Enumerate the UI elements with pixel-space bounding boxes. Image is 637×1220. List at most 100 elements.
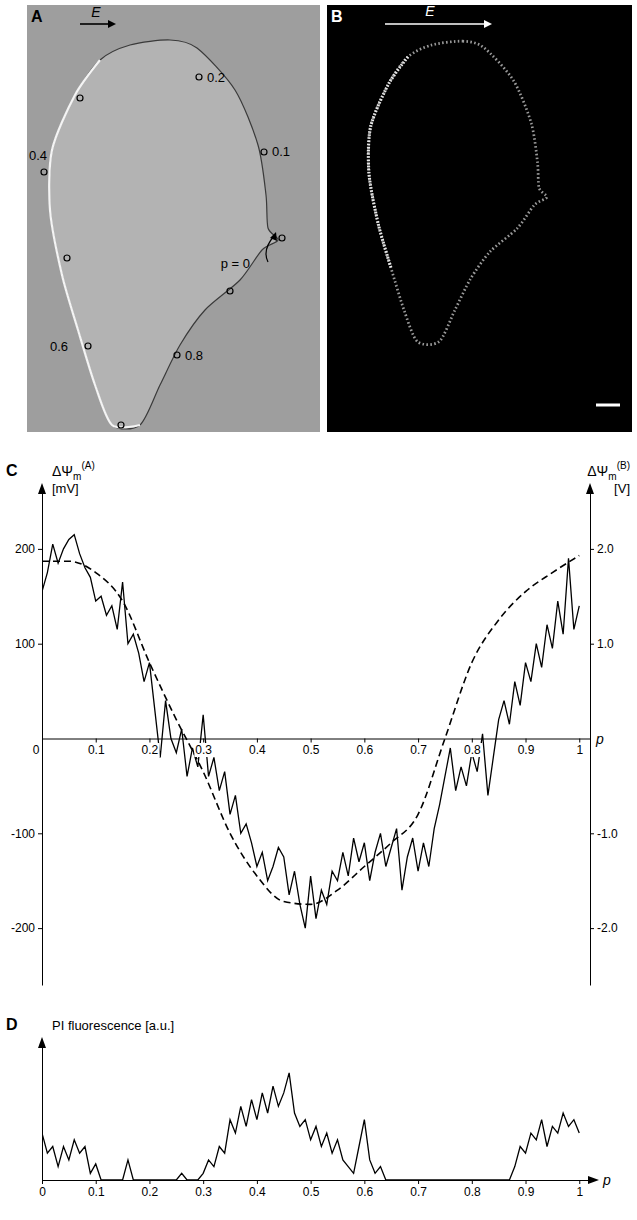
tick-label: 0.5 xyxy=(303,1185,320,1199)
y-axis xyxy=(42,1047,43,1181)
panel-letter: C xyxy=(6,462,18,479)
axis-title: p xyxy=(595,731,604,747)
tick: -100 xyxy=(11,827,42,841)
tick-mark xyxy=(472,1180,473,1184)
tick-label: 0.4 xyxy=(249,1185,266,1199)
axis-arrow xyxy=(38,483,46,494)
label-bg xyxy=(517,743,536,757)
axis-line xyxy=(42,493,43,986)
point-label: 0.1 xyxy=(272,144,290,159)
tick-label: 0.9 xyxy=(518,1185,535,1199)
axis-title-symbol: ΔΨ xyxy=(587,463,608,479)
tick: -200 xyxy=(11,921,42,935)
tick-label: 0.8 xyxy=(464,1185,481,1199)
label-bg xyxy=(87,743,106,757)
panel-letter: D xyxy=(6,1016,18,1033)
tick-mark xyxy=(149,1180,150,1184)
tick-mark xyxy=(364,1180,365,1184)
tick: 1 xyxy=(576,1180,583,1199)
tick-mark xyxy=(96,1180,97,1184)
point-label: 0.2 xyxy=(207,70,225,85)
axis-title-sup: (A) xyxy=(81,460,94,471)
start-arrow-head xyxy=(270,232,277,241)
panel-letter: B xyxy=(331,8,343,25)
label-bg xyxy=(356,743,375,757)
tick-mark xyxy=(257,739,258,743)
figure: AEp = 00.10.20.40.60.8BE00.10.20.30.40.5… xyxy=(0,0,637,1220)
tick: 0.3 xyxy=(194,739,213,758)
chart-d: 00.10.20.30.40.50.60.70.80.91pDPI fluore… xyxy=(6,1016,611,1199)
plot-lines xyxy=(42,1073,579,1180)
axis-title: p xyxy=(602,1172,611,1188)
tick-mark xyxy=(590,644,594,645)
tick: 0.4 xyxy=(249,1180,266,1199)
axis-line xyxy=(43,1180,591,1181)
chart-c: 00.10.20.30.40.50.60.70.80.91200100-100-… xyxy=(6,460,630,986)
label-bg xyxy=(248,743,267,757)
axis-arrow xyxy=(588,1176,599,1184)
cell-edge-bright xyxy=(368,57,408,268)
contour-point xyxy=(261,149,267,155)
tick-label: 1.0 xyxy=(597,637,614,651)
tick-label: 0.7 xyxy=(410,743,427,757)
point-label: p = 0 xyxy=(221,256,250,271)
y-axis: 200100-100-200 xyxy=(11,493,43,986)
x-axis: 00.10.20.30.40.50.60.70.80.91 xyxy=(39,1180,590,1199)
tick: 0.9 xyxy=(518,1180,535,1199)
contour-point xyxy=(64,255,70,261)
tick: -1.0 xyxy=(590,827,618,841)
field-label: E xyxy=(425,3,435,19)
tick-label: 1 xyxy=(576,743,583,757)
tick-label: -2.0 xyxy=(597,921,618,935)
axis-title: ΔΨm(B) xyxy=(587,460,630,482)
axis-title-symbol: ΔΨ xyxy=(52,463,73,479)
point-label: 0.6 xyxy=(50,339,68,354)
axis-arrow xyxy=(586,483,594,494)
image-ground xyxy=(27,5,320,432)
tick-label: 0.3 xyxy=(195,743,212,757)
tick-mark xyxy=(203,739,204,743)
tick: 1 xyxy=(575,739,584,758)
start-arrow xyxy=(266,236,274,262)
axis-line xyxy=(42,1047,43,1181)
axis-title-sup: (B) xyxy=(617,460,630,471)
tick-mark xyxy=(311,739,312,743)
tick: 0.1 xyxy=(87,739,106,758)
tick-mark xyxy=(311,1180,312,1184)
tick-mark xyxy=(590,833,594,834)
tick-label: -1.0 xyxy=(597,827,618,841)
tick-mark xyxy=(590,928,594,929)
label-bg xyxy=(463,743,482,757)
tick: 0.4 xyxy=(248,739,267,758)
axis-line xyxy=(590,493,591,986)
tick-mark xyxy=(590,549,594,550)
cell-outline xyxy=(49,40,278,429)
tick: 0.7 xyxy=(410,1180,427,1199)
tick-mark xyxy=(526,1180,527,1184)
field-arrow-head xyxy=(108,20,116,28)
contour-point xyxy=(174,352,180,358)
tick: 0.1 xyxy=(88,1180,105,1199)
field-arrow-shaft xyxy=(80,23,110,25)
tick-label: 0.4 xyxy=(249,743,266,757)
tick-label: 0.1 xyxy=(88,743,105,757)
label-bg xyxy=(32,743,41,757)
tick-label: 0.7 xyxy=(410,1185,427,1199)
tick-label: 0.6 xyxy=(357,743,374,757)
contour-point xyxy=(85,343,91,349)
tick-label: 0.3 xyxy=(195,1185,212,1199)
contour-point xyxy=(41,169,47,175)
tick: 0.6 xyxy=(356,739,375,758)
axis-arrow xyxy=(38,1037,46,1048)
tick-mark xyxy=(38,549,42,550)
tick-mark xyxy=(38,833,42,834)
tick-label: 0 xyxy=(33,743,40,757)
tick-mark xyxy=(526,739,527,743)
x-axis: 00.10.20.30.40.50.60.70.80.91 xyxy=(32,739,591,758)
tick-mark xyxy=(38,928,42,929)
contour-point xyxy=(118,422,124,428)
panel-a: AEp = 00.10.20.40.60.8 xyxy=(27,4,320,432)
panel-b: BE xyxy=(327,3,632,432)
tick-label: 0.5 xyxy=(303,743,320,757)
tick: 0.9 xyxy=(517,739,536,758)
